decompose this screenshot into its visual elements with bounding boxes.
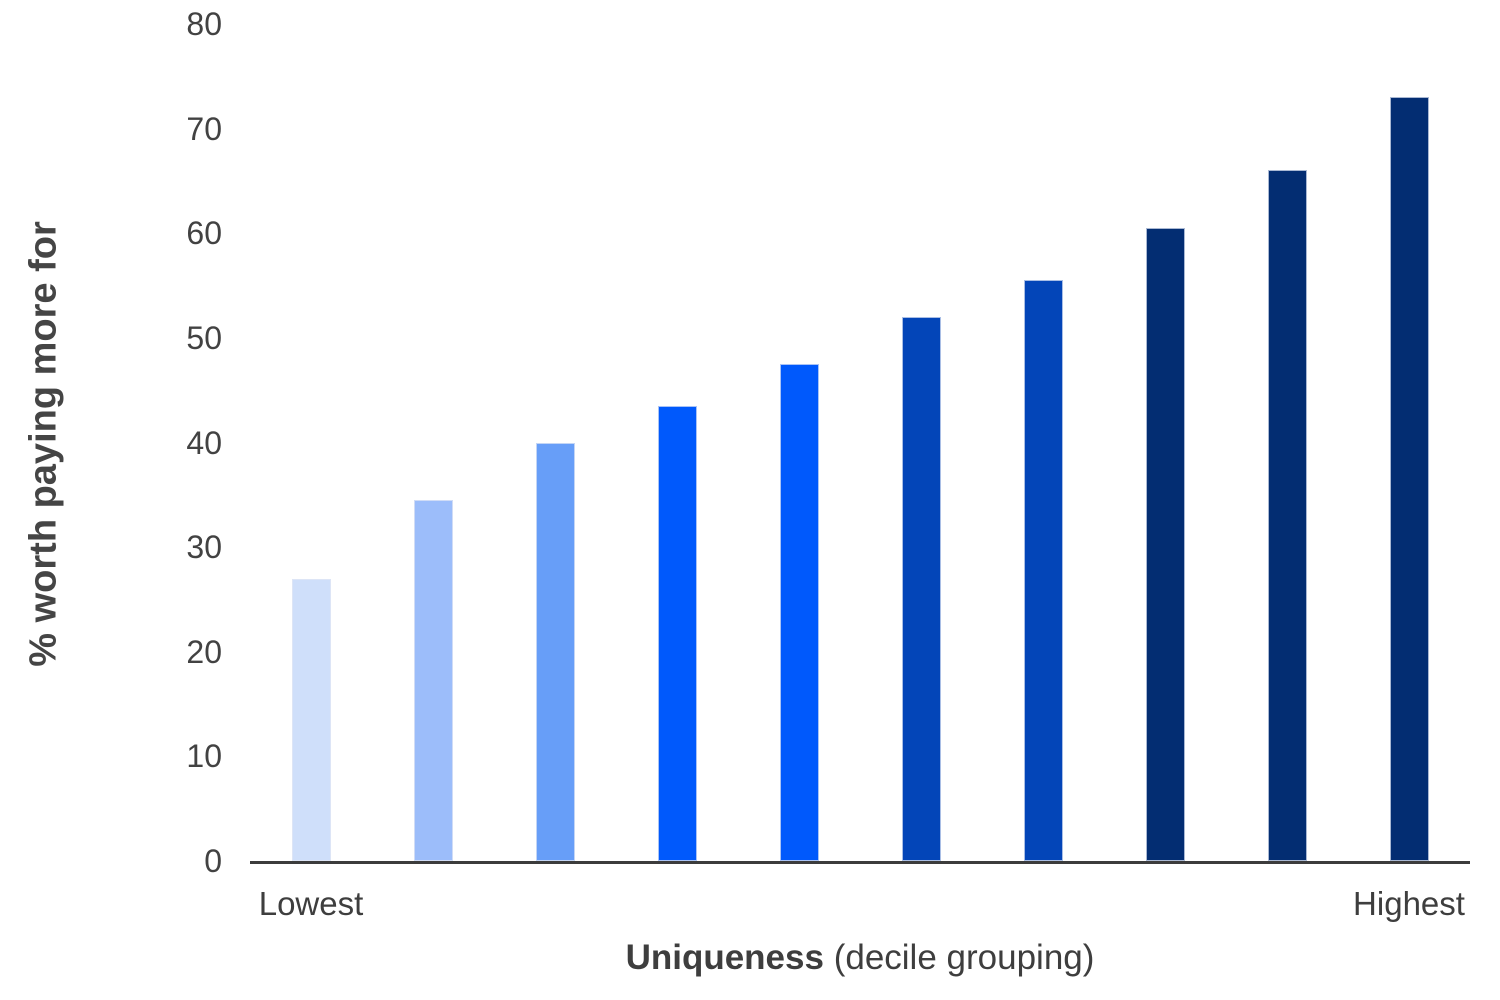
x-axis-title-regular: (decile grouping) [823, 938, 1095, 977]
bar-decile-1 [291, 578, 331, 861]
y-tick-label: 40 [186, 424, 222, 461]
x-tick-label: Lowest [258, 885, 364, 922]
bar-band [1348, 24, 1470, 861]
x-axis-tick-labels: Lowest Highest [250, 884, 1470, 924]
x-axis-title: Uniqueness (decile grouping) [250, 938, 1470, 978]
x-tick-empty [1226, 884, 1348, 924]
x-tick-empty [616, 884, 738, 924]
bar-decile-6 [901, 316, 941, 861]
y-tick-label: 50 [186, 319, 222, 356]
bar-band [494, 24, 616, 861]
bar-decile-5 [779, 364, 819, 861]
x-tick-label: Highest [1353, 885, 1465, 922]
bar-band [1104, 24, 1226, 861]
bar-decile-9 [1267, 170, 1307, 861]
x-tick-empty [860, 884, 982, 924]
y-tick-label: 20 [186, 633, 222, 670]
y-tick-label: 80 [186, 6, 222, 42]
y-tick-label: 60 [186, 215, 222, 252]
bar-decile-2 [413, 500, 453, 861]
bar-band [738, 24, 860, 861]
y-tick-label: 30 [186, 529, 222, 566]
y-tick-label: 10 [186, 738, 222, 775]
x-axis-title-bold: Uniqueness [625, 938, 824, 977]
bar-decile-7 [1023, 280, 1063, 861]
bar-decile-3 [535, 442, 575, 861]
bar-decile-10 [1389, 97, 1429, 861]
y-tick-label: 70 [186, 110, 222, 147]
x-tick-empty [494, 884, 616, 924]
x-tick-empty [738, 884, 860, 924]
y-axis-tick-labels: 0 10 20 30 40 50 60 70 80 [0, 8, 250, 877]
x-tick-empty [982, 884, 1104, 924]
x-tick-empty [372, 884, 494, 924]
bar-band [1226, 24, 1348, 861]
y-tick-label: 0 [204, 843, 222, 879]
bar-band [372, 24, 494, 861]
x-tick-empty [1104, 884, 1226, 924]
bar-decile-8 [1145, 228, 1185, 861]
plot-area [250, 24, 1470, 864]
bar-band [616, 24, 738, 861]
bar-decile-4 [657, 405, 697, 861]
bar-band [250, 24, 372, 861]
bar-band [860, 24, 982, 861]
bar-band [982, 24, 1104, 861]
